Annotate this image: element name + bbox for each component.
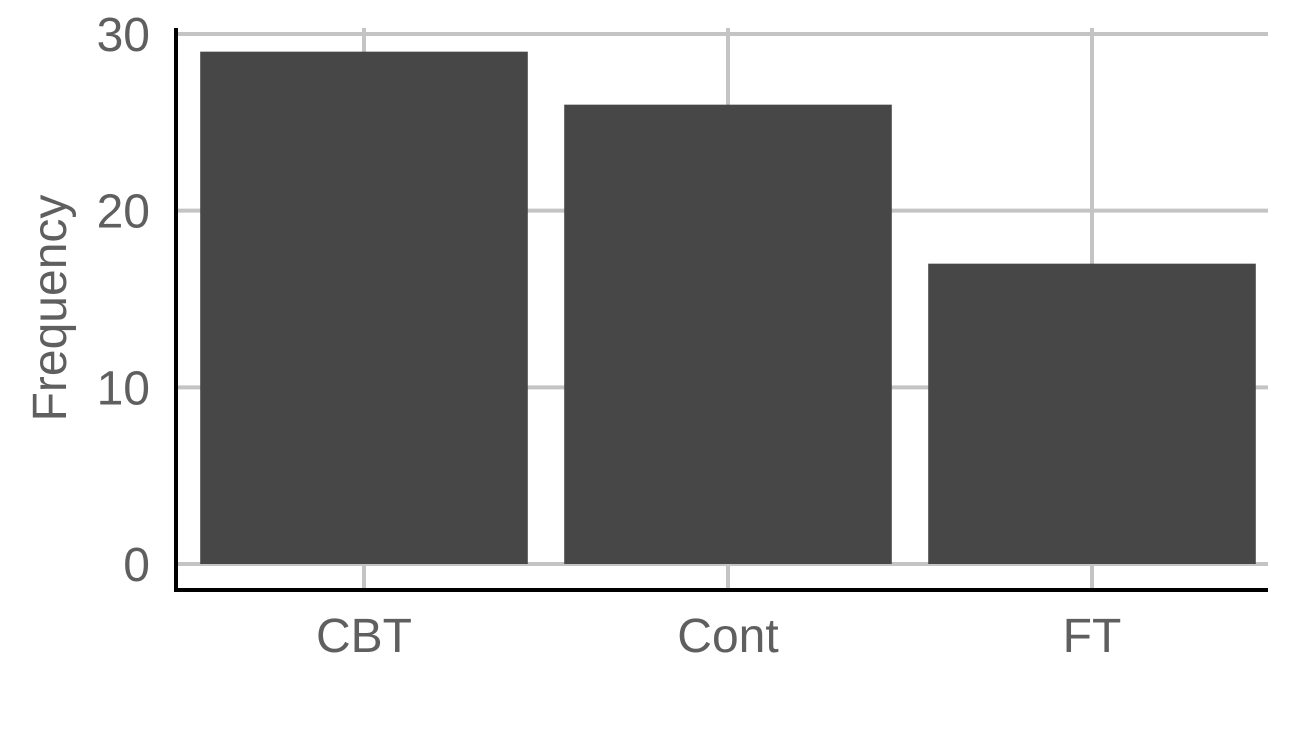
y-tick-label: 10 xyxy=(97,362,150,415)
bar-ft xyxy=(928,263,1256,564)
bars xyxy=(200,51,1256,565)
axes xyxy=(174,28,1268,592)
y-tick-label: 30 xyxy=(97,9,150,62)
bar-cbt xyxy=(200,51,528,564)
x-tick-labels: CBT Cont FT xyxy=(316,610,1121,663)
y-axis-title: Frequency xyxy=(24,195,77,422)
x-tick-label: FT xyxy=(1063,610,1122,663)
y-tick-labels: 0 10 20 30 xyxy=(97,9,150,592)
x-tick-label: CBT xyxy=(316,610,412,663)
y-tick-label: 0 xyxy=(123,539,150,592)
y-tick-label: 20 xyxy=(97,186,150,239)
x-tick-label: Cont xyxy=(677,610,778,663)
bar-cont xyxy=(564,104,892,565)
